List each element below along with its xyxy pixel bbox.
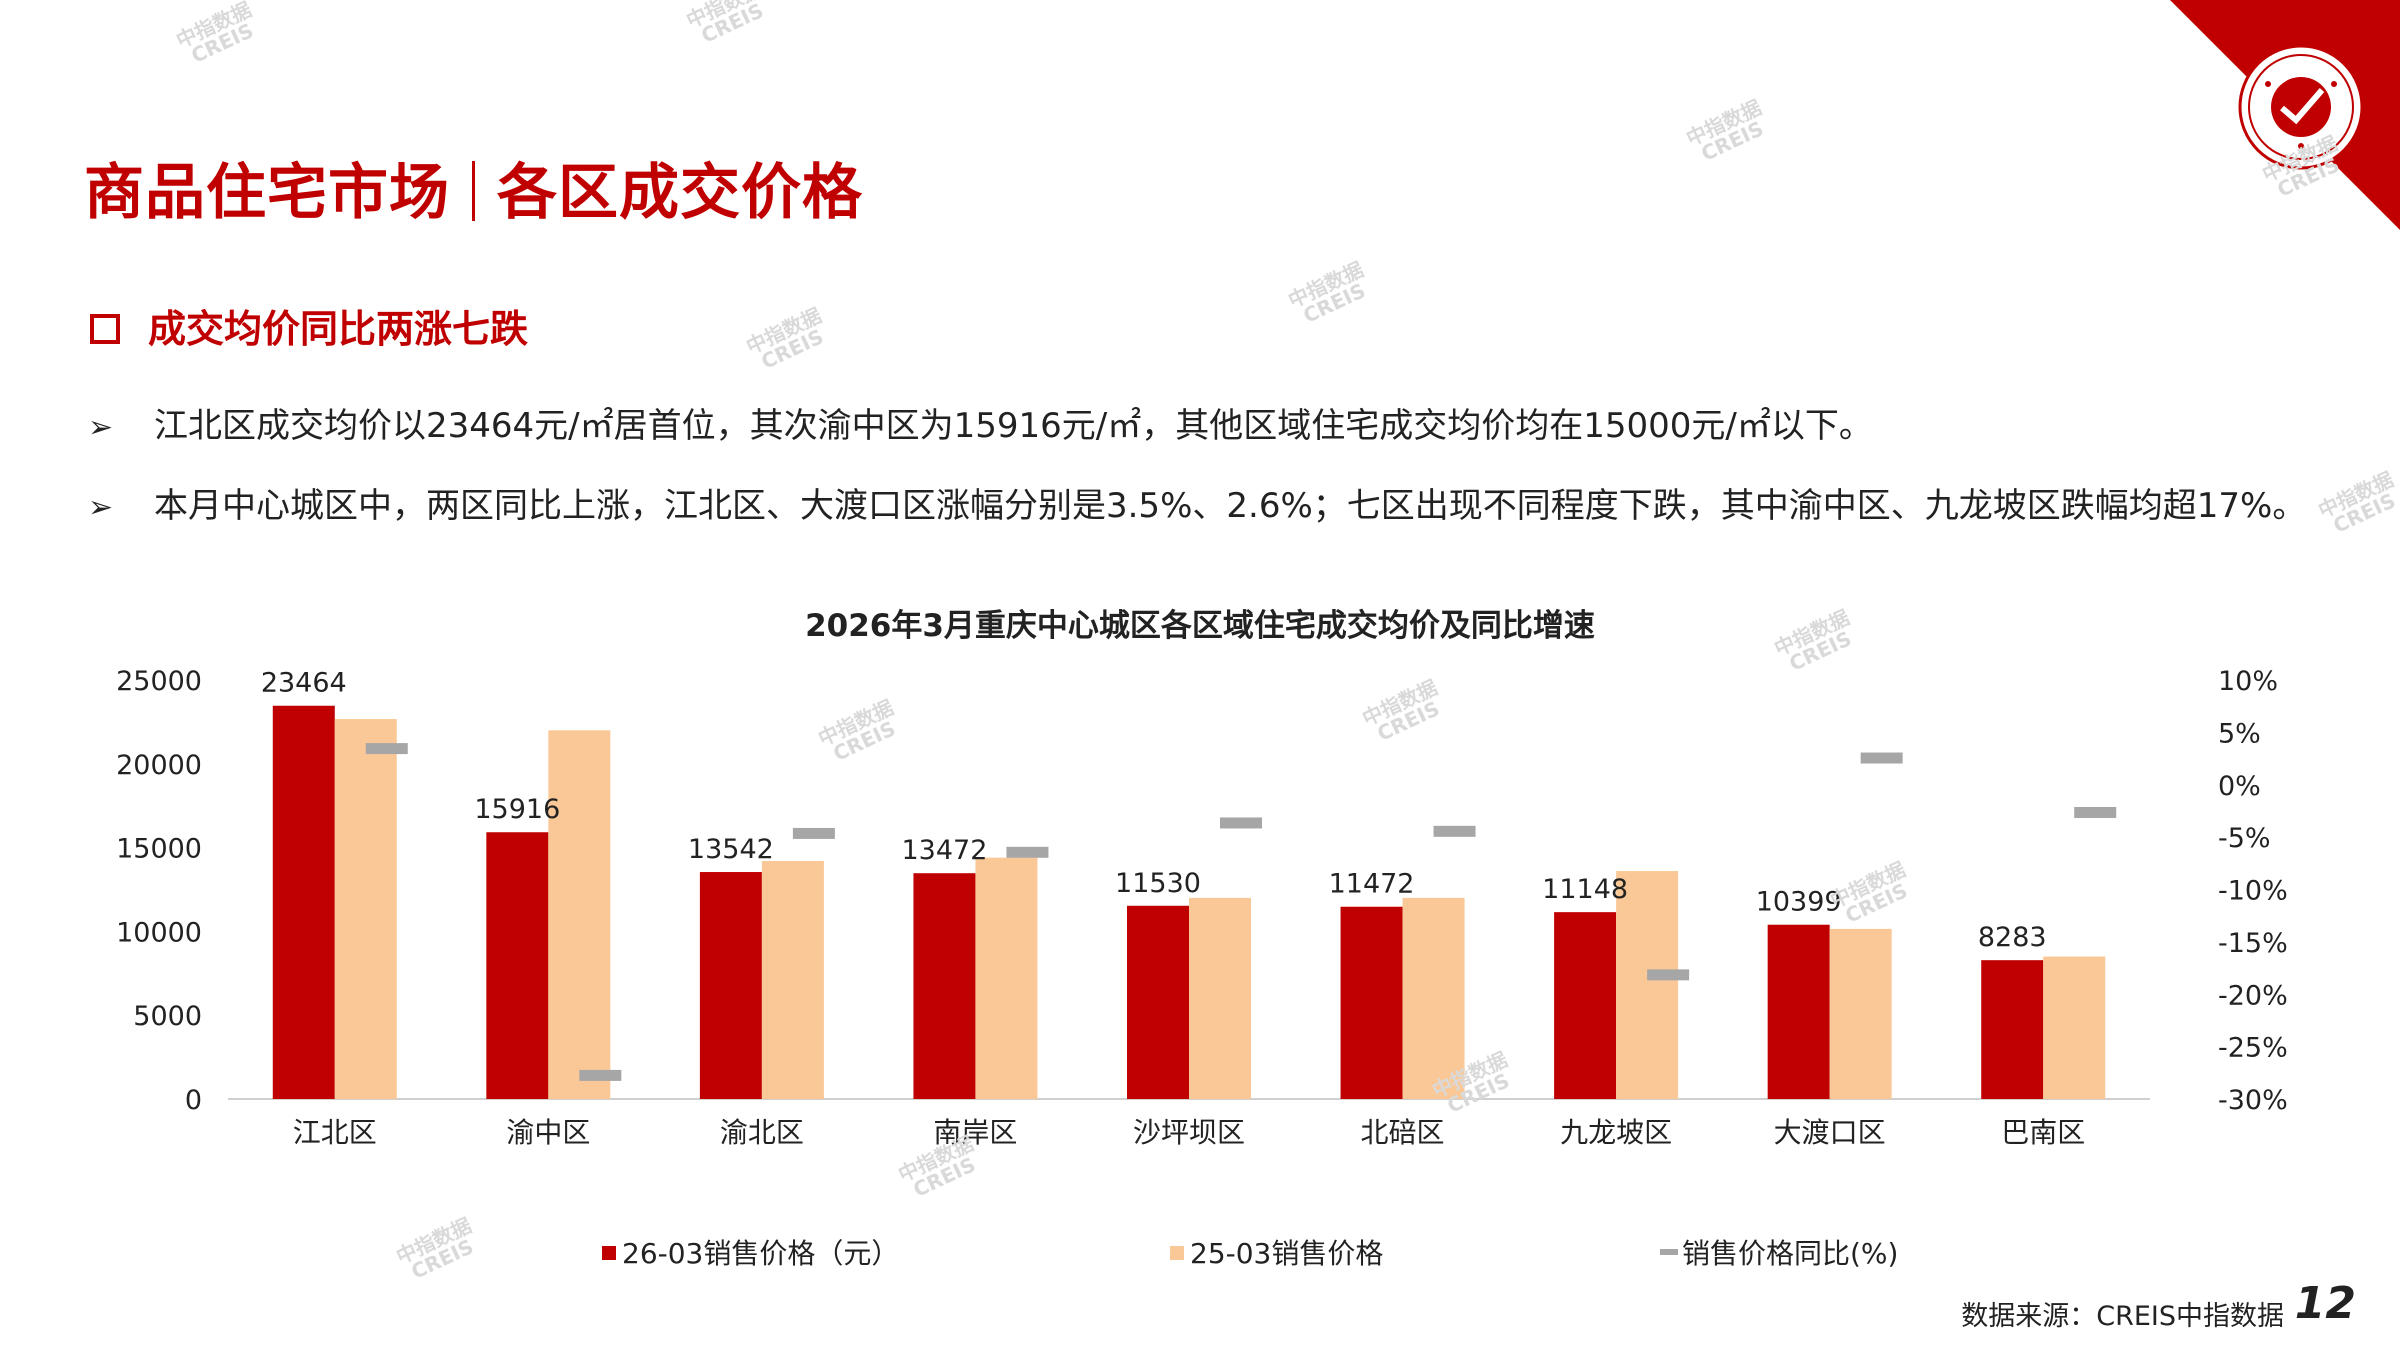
y-right-tick-label: -30% [2218,1085,2288,1116]
legend-item-2026: 26-03销售价格（元） [602,1232,899,1272]
y-left-tick-label: 10000 [116,917,202,948]
bar-2025 [1402,897,1465,1099]
checkbox-square-icon [90,314,120,344]
watermark: 中指数据 CREIS [682,0,768,48]
data-label: 15916 [474,794,560,825]
bar-2025 [548,730,611,1099]
bar-2026 [1554,912,1617,1099]
bar-2026 [272,705,335,1099]
bar-2026 [913,873,976,1099]
yoy-marker [579,1069,622,1081]
section-subtitle: 成交均价同比两涨七跌 [90,298,528,353]
category-label: 江北区 [293,1116,377,1149]
bar-2026 [1767,924,1830,1099]
watermark: 中指数据 CREIS [2314,467,2400,538]
data-label: 23464 [261,668,347,699]
category-label: 沙坪坝区 [1133,1116,1245,1149]
y-left-tick-label: 0 [185,1085,202,1116]
category-label: 渝中区 [506,1116,590,1149]
yoy-marker [1860,752,1903,764]
y-right-tick-label: -5% [2218,823,2271,854]
category-label: 大渡口区 [1774,1116,1886,1149]
bar-2026 [486,832,549,1099]
chart-title: 2026年3月重庆中心城区各区域住宅成交均价及同比增速 [805,608,1595,644]
page-number: 12 [2294,1278,2356,1329]
arrow-bullet-icon: ➢ [88,490,114,525]
watermark: 中指数据 CREIS [742,303,828,374]
y-left-tick-label: 15000 [116,834,202,865]
watermark: 中指数据 CREIS [392,1213,478,1284]
y-right-tick-label: -20% [2218,980,2288,1011]
legend-item-yoy: 销售价格同比(%) [1660,1232,1898,1272]
bar-2025 [1616,871,1679,1099]
y-right-tick-label: 5% [2218,718,2261,749]
bar-2025 [1189,897,1251,1099]
category-label: 渝北区 [720,1116,804,1149]
category-label: 南岸区 [933,1116,1017,1149]
page-title: 商品住宅市场 各区成交价格 [84,158,863,228]
bullet-item: ➢ 本月中心城区中，两区同比上涨，江北区、大渡口区涨幅分别是3.5%、2.6%；七… [88,486,2307,526]
y-right-tick-label: -25% [2218,1033,2288,1064]
data-label: 11148 [1542,874,1628,905]
category-label: 九龙坡区 [1560,1116,1672,1149]
legend-item-2025: 25-03销售价格 [1170,1232,1383,1272]
category-label: 北碚区 [1361,1116,1445,1149]
watermark: 中指数据 CREIS [1284,257,1370,328]
data-source: 数据来源：CREIS中指数据 [1961,1301,2284,1332]
yoy-marker [1220,817,1262,829]
yoy-marker [792,827,835,839]
watermark: 中指数据 CREIS [1682,95,1768,166]
bar-2025 [2043,956,2106,1099]
watermark: 中指数据 CREIS [172,0,258,68]
category-label: 巴南区 [2001,1116,2085,1149]
data-label: 11472 [1329,869,1415,900]
bar-2026 [699,872,762,1099]
yoy-marker [1006,846,1049,858]
bar-2025 [975,857,1038,1099]
y-right-tick-label: 0% [2218,771,2261,802]
yoy-marker [365,743,408,755]
y-left-tick-label: 5000 [133,1001,202,1032]
y-left-tick-label: 25000 [116,666,202,697]
y-right-tick-label: 10% [2218,666,2278,697]
yoy-marker [2074,806,2117,818]
data-label: 8283 [1978,922,2047,953]
y-right-tick-label: -10% [2218,876,2288,907]
data-label: 10399 [1756,887,1842,918]
bar-2025 [1829,928,1892,1099]
bar-2025 [334,719,397,1099]
logo-seal-icon [2238,44,2364,170]
bullet-item: ➢ 江北区成交均价以23464元/㎡居首位，其次渝中区为15916元/㎡，其他区域… [88,406,1873,446]
y-right-tick-label: -15% [2218,928,2288,959]
bar-2025 [761,861,824,1099]
bar-2026 [1127,905,1189,1099]
bar-2026 [1981,960,2044,1099]
data-label: 13542 [688,834,774,865]
bar-2026 [1340,906,1403,1099]
y-left-tick-label: 20000 [116,750,202,781]
yoy-marker [1647,969,1690,981]
yoy-marker [1433,825,1476,837]
arrow-bullet-icon: ➢ [88,410,114,445]
data-label: 11530 [1115,868,1201,899]
price-chart: 2026年3月重庆中心城区各区域住宅成交均价及同比增速 0 5000 10000 15… [116,608,2288,1149]
data-label: 13472 [901,835,987,866]
